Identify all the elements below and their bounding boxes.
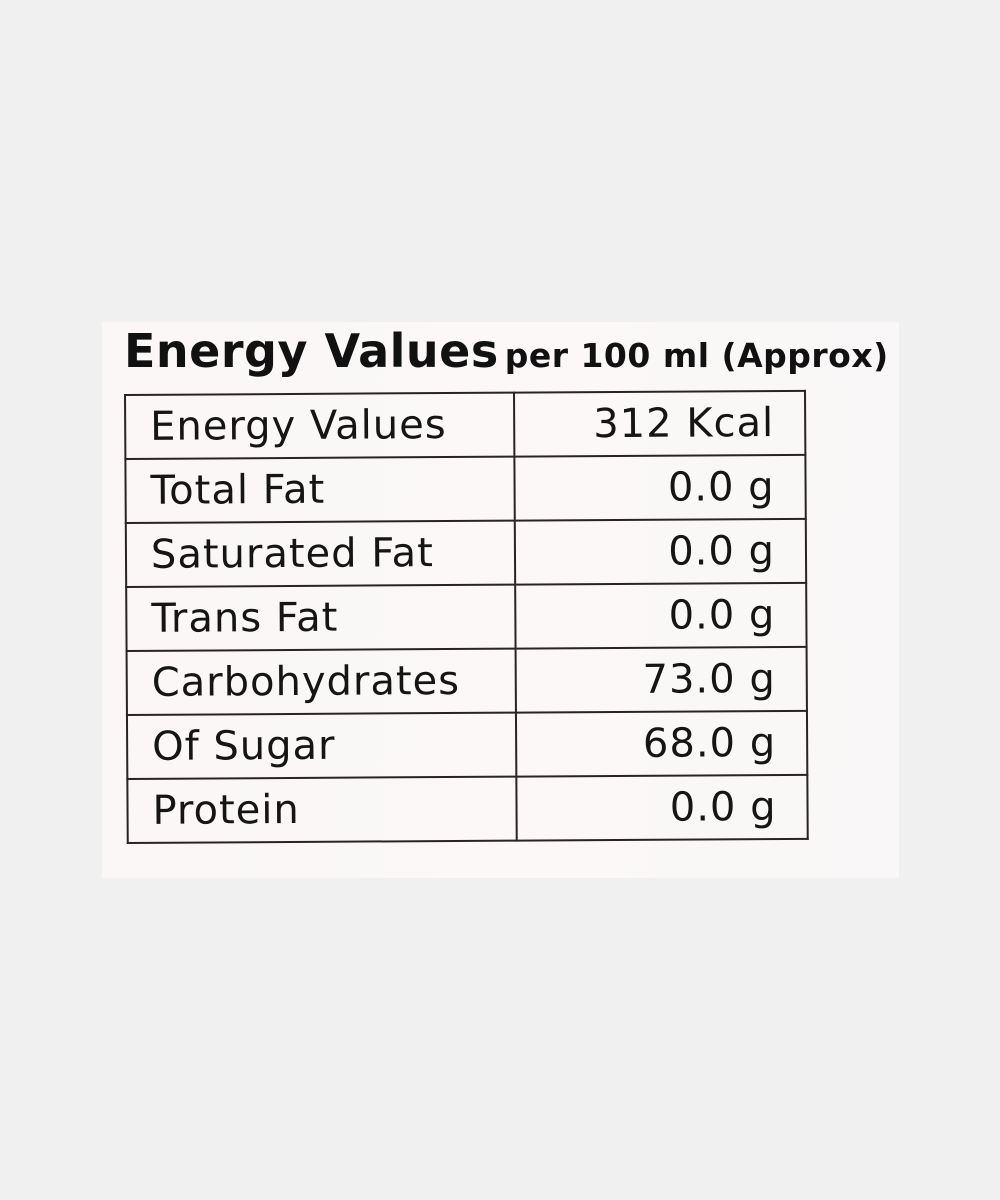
table-row: Of Sugar 68.0 g <box>126 710 808 779</box>
nutrient-name: Protein <box>127 776 518 843</box>
heading-title: Energy Values <box>124 324 499 378</box>
table-row: Protein 0.0 g <box>127 774 808 843</box>
table-row: Carbohydrates 73.0 g <box>126 646 807 715</box>
nutrient-name: Saturated Fat <box>125 520 516 587</box>
nutrient-value: 0.0 g <box>515 582 807 649</box>
table-row: Total Fat 0.0 g <box>125 454 806 523</box>
nutrient-value: 0.0 g <box>516 774 808 841</box>
nutrient-value: 0.0 g <box>515 518 807 585</box>
nutrition-table: Energy Values 312 Kcal Total Fat 0.0 g S… <box>124 390 809 844</box>
nutrient-value: 0.0 g <box>514 454 806 521</box>
table-row: Trans Fat 0.0 g <box>126 582 807 651</box>
nutrient-name: Carbohydrates <box>126 648 517 715</box>
nutrient-value: 73.0 g <box>516 646 807 713</box>
nutrient-value: 68.0 g <box>516 710 808 777</box>
heading-subtitle: per 100 ml (Approx) <box>504 336 889 375</box>
table-row: Energy Values 312 Kcal <box>125 390 806 459</box>
nutrient-value: 312 Kcal <box>514 390 806 457</box>
table-row: Saturated Fat 0.0 g <box>125 518 807 587</box>
nutrition-label: Energy Values per 100 ml (Approx) Energy … <box>102 322 899 878</box>
nutrient-name: Trans Fat <box>126 584 517 651</box>
label-heading: Energy Values per 100 ml (Approx) <box>124 328 889 374</box>
nutrient-name: Energy Values <box>125 392 515 459</box>
nutrient-name: Of Sugar <box>126 712 517 779</box>
nutrient-name: Total Fat <box>125 456 516 523</box>
